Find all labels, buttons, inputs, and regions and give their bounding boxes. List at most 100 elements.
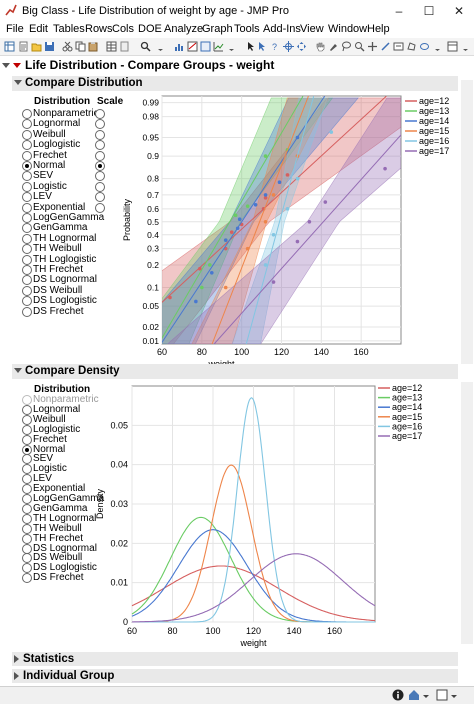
prob-point-age-15[interactable] xyxy=(271,193,276,197)
density-radio-sev[interactable] xyxy=(22,454,32,465)
prob-point-age-15[interactable] xyxy=(245,246,250,251)
individual-group-header[interactable]: Individual Group xyxy=(12,669,458,683)
prob-point-age-14[interactable] xyxy=(223,238,228,242)
paste-icon[interactable] xyxy=(88,41,99,52)
shape-tool-icon[interactable] xyxy=(419,41,430,52)
distribution-radio-logistic[interactable] xyxy=(22,181,32,192)
density-curve-age-12[interactable] xyxy=(131,565,376,622)
window-list-icon[interactable] xyxy=(436,689,448,701)
menu-view[interactable]: View xyxy=(300,23,324,35)
distribution-radio-sev[interactable] xyxy=(22,171,32,182)
scale-radio-loglogistic[interactable] xyxy=(95,140,105,151)
density-curve-age-16[interactable] xyxy=(132,397,375,623)
info-icon[interactable] xyxy=(392,689,404,701)
distribution-radio-th-frechet[interactable] xyxy=(22,265,32,275)
scale-radio-lev[interactable] xyxy=(95,192,105,203)
home-dropdown-icon[interactable] xyxy=(421,689,431,701)
menu-analyze[interactable]: Analyze xyxy=(164,23,204,35)
magnifier-tool-icon[interactable] xyxy=(354,41,365,52)
disclosure-icon[interactable] xyxy=(2,63,10,69)
distribution-icon[interactable] xyxy=(174,41,185,52)
data-table-icon[interactable] xyxy=(106,41,117,52)
scale-radio-logistic[interactable] xyxy=(95,181,105,192)
density-plot[interactable]: 60 80 100 120 140 160 0 0.01 0.02 0.03 0.04 0.05 wei… xyxy=(96,378,460,653)
prob-point-age-13[interactable] xyxy=(200,285,204,290)
prob-point-age-17[interactable] xyxy=(323,200,328,204)
new-data-table-icon[interactable] xyxy=(4,41,15,52)
prob-point-age-12[interactable] xyxy=(285,173,290,177)
scroll-tool-icon[interactable] xyxy=(296,41,307,52)
scale-radio-frechet[interactable] xyxy=(95,150,105,161)
distribution-radio-ds-weibull[interactable] xyxy=(22,285,32,296)
prob-point-age-14[interactable] xyxy=(277,180,282,185)
graph-builder-icon[interactable] xyxy=(213,41,224,52)
density-radio-loggengamma[interactable] xyxy=(22,494,32,504)
prob-point-age-17[interactable] xyxy=(271,280,276,284)
density-radio-frechet[interactable] xyxy=(22,434,32,445)
density-radio-logistic[interactable] xyxy=(22,464,32,475)
compare-density-header[interactable]: Compare Density xyxy=(12,364,458,379)
vertical-scrollbar-bottom[interactable] xyxy=(461,382,473,644)
density-radio-lognormal[interactable] xyxy=(22,404,32,415)
layout-dropdown-icon[interactable] xyxy=(460,41,471,52)
distribution-radio-weibull[interactable] xyxy=(22,129,32,140)
menu-doe[interactable]: DOE xyxy=(138,23,162,35)
distribution-radio-loglogistic[interactable] xyxy=(22,140,32,151)
prob-point-age-14[interactable] xyxy=(194,299,198,304)
distribution-radio-th-lognormal[interactable] xyxy=(22,233,32,244)
minimize-icon[interactable]: – xyxy=(395,4,403,18)
prob-point-age-16[interactable] xyxy=(271,232,276,237)
density-radio-th-frechet[interactable] xyxy=(22,533,32,544)
density-curve-age-17[interactable] xyxy=(132,553,376,623)
annotate-tool-icon[interactable] xyxy=(393,41,404,52)
close-icon[interactable]: ✕ xyxy=(453,4,465,18)
prob-point-age-14[interactable] xyxy=(237,217,242,222)
brush-tool-icon[interactable] xyxy=(328,41,339,52)
prob-point-age-14[interactable] xyxy=(209,270,214,275)
window-list-dropdown-icon[interactable] xyxy=(449,689,459,701)
prob-point-age-13[interactable] xyxy=(245,204,250,208)
density-radio-lev[interactable] xyxy=(22,474,32,485)
fit-model-icon[interactable] xyxy=(200,41,211,52)
prob-point-age-17[interactable] xyxy=(383,166,387,171)
menu-tables[interactable]: Tables xyxy=(53,23,85,35)
red-triangle-menu-icon[interactable] xyxy=(13,63,21,69)
prob-point-age-17[interactable] xyxy=(307,220,312,224)
journal-icon[interactable] xyxy=(119,41,130,52)
menu-cols[interactable]: Cols xyxy=(112,23,135,35)
probability-plot[interactable]: 60 80 100 120 140 160 0.01 0.02 0.05 0.1 0.2 0.3 0.4… xyxy=(120,92,460,372)
prob-point-age-13[interactable] xyxy=(233,213,238,218)
scale-radio-normal[interactable] xyxy=(95,161,105,171)
distribution-radio-nonparametric[interactable] xyxy=(22,109,32,119)
prob-point-age-15[interactable] xyxy=(223,285,228,290)
prob-point-age-13[interactable] xyxy=(208,263,212,267)
prob-point-age-16[interactable] xyxy=(263,263,268,267)
prob-point-age-17[interactable] xyxy=(295,239,300,244)
distribution-radio-th-loglogistic[interactable] xyxy=(22,254,32,265)
distribution-radio-ds-loglogistic[interactable] xyxy=(22,296,32,307)
menu-help[interactable]: Help xyxy=(367,23,390,35)
density-radio-weibull[interactable] xyxy=(22,414,32,425)
disclosure-icon[interactable] xyxy=(14,80,22,86)
menu-tools[interactable]: Tools xyxy=(234,23,260,35)
graph-dropdown-icon[interactable] xyxy=(226,41,237,52)
prob-point-age-12[interactable] xyxy=(229,230,234,234)
prob-point-age-16[interactable] xyxy=(285,207,290,211)
distribution-radio-loggengamma[interactable] xyxy=(22,213,32,223)
density-radio-th-weibull[interactable] xyxy=(22,523,32,534)
save-icon[interactable] xyxy=(44,41,55,52)
density-radio-normal[interactable] xyxy=(22,444,32,455)
open-icon[interactable] xyxy=(31,41,42,52)
density-radio-loglogistic[interactable] xyxy=(22,424,32,435)
crosshair-tool-icon[interactable] xyxy=(283,41,294,52)
line-tool-icon[interactable] xyxy=(380,41,391,52)
density-radio-ds-frechet[interactable] xyxy=(22,573,32,584)
density-radio-gengamma[interactable] xyxy=(22,503,32,514)
menu-graph[interactable]: Graph xyxy=(202,23,233,35)
prob-point-age-14[interactable] xyxy=(235,226,240,231)
menu-add-ins[interactable]: Add-Ins xyxy=(263,23,301,35)
scale-radio-sev[interactable] xyxy=(95,171,105,182)
help-tool-icon[interactable]: ? xyxy=(270,41,281,52)
disclosure-icon[interactable] xyxy=(14,368,22,374)
distribution-radio-th-weibull[interactable] xyxy=(22,244,32,255)
